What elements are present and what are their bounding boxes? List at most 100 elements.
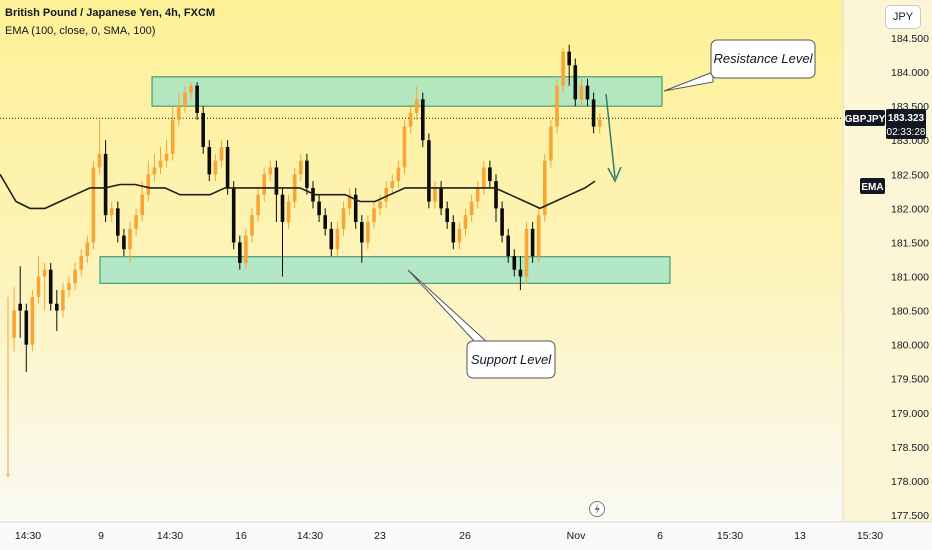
candle-body [323, 215, 327, 229]
support-callout[interactable]: Support Level [407, 269, 556, 379]
candle-body [445, 208, 449, 222]
candle-body [506, 235, 510, 257]
candle-body [122, 235, 126, 250]
indicator-legend[interactable]: EMA (100, close, 0, SMA, 100) [5, 25, 156, 37]
countdown-tag: 02:33:28 [887, 127, 926, 138]
candle-body [561, 51, 565, 86]
candle-body [183, 92, 187, 107]
candle-body [116, 208, 120, 236]
candle-body [48, 269, 53, 304]
symbol-tag-group: GBPJPY [845, 110, 886, 126]
candle-body [67, 283, 71, 291]
candle-body [396, 167, 401, 182]
candle-body [488, 167, 492, 182]
candle-body [543, 160, 547, 216]
time-tick-label: 15:30 [857, 530, 883, 542]
price-tag-group: 183.323 02:33:28 [886, 109, 926, 139]
candle-body [195, 85, 199, 113]
projection-arrow[interactable] [605, 93, 622, 183]
time-tick-label: 15:30 [717, 530, 743, 542]
price-axis-labels: 184.500184.000183.500183.000182.500182.0… [891, 33, 929, 522]
ema-tag-group: EMA [860, 178, 885, 194]
candle-body [18, 303, 22, 311]
resistance-zone[interactable] [151, 76, 663, 107]
candle-body [146, 174, 151, 195]
candle-body [61, 290, 65, 311]
candle-body [457, 228, 462, 243]
candle-body [317, 201, 321, 216]
candle-body [451, 221, 456, 243]
price-tick-label: 179.500 [891, 374, 929, 386]
candle-body [567, 51, 571, 66]
candle-body [140, 194, 144, 216]
support-zone[interactable] [99, 256, 671, 284]
symbol-tag-bg [845, 110, 885, 126]
candle-body [555, 85, 559, 127]
candle-body [482, 167, 486, 188]
candle-body [439, 187, 443, 209]
candle-body [286, 201, 291, 222]
candle-body [366, 221, 370, 243]
price-tick-label: 177.500 [891, 510, 929, 522]
projection-arrow-head [607, 166, 622, 183]
support-callout-box [466, 340, 556, 379]
currency-button[interactable]: JPY [885, 5, 921, 29]
resistance-callout[interactable]: Resistance Level [663, 39, 816, 92]
candle-body [103, 153, 108, 216]
price-tick-label: 184.500 [891, 33, 929, 45]
price-tick-label: 182.000 [891, 203, 929, 215]
candle-body [500, 208, 504, 236]
candle-body [372, 208, 376, 222]
candle-body [341, 208, 346, 229]
ema-line [0, 173, 596, 210]
candle-body [42, 269, 47, 277]
price-axis-panel [843, 0, 932, 522]
price-tick-label: 179.000 [891, 408, 929, 420]
candle-body [518, 269, 523, 277]
candle-body [299, 160, 303, 175]
candle-body [591, 99, 596, 127]
candle-body [549, 126, 553, 161]
candle-body [280, 194, 285, 222]
candle-body [384, 187, 388, 202]
candle-body [274, 167, 279, 195]
price-tick-label: 184.000 [891, 67, 929, 79]
candle-body [225, 147, 230, 188]
candle-body [36, 276, 41, 297]
support-callout-label: Support Level [471, 352, 552, 367]
price-tick-label: 182.500 [891, 169, 929, 181]
resistance-callout-box [710, 39, 816, 79]
candle-body [97, 153, 102, 168]
time-tick-label: 16 [235, 530, 247, 542]
candle-body [85, 242, 90, 257]
time-tick-label: 23 [374, 530, 386, 542]
price-tick-label: 180.000 [891, 340, 929, 352]
price-tag: 183.323 [888, 113, 925, 124]
time-tick-label: 14:30 [15, 530, 41, 542]
candle-body [402, 126, 407, 168]
candle-body [378, 201, 382, 209]
events-badge[interactable] [589, 501, 605, 517]
candle-body [469, 201, 474, 216]
candle-body [311, 187, 315, 202]
candle-body [219, 147, 224, 161]
candle-body [109, 208, 114, 216]
candle-body [164, 153, 169, 161]
candle-body [170, 119, 175, 154]
candle-body [91, 167, 96, 243]
candles-layer [6, 44, 602, 478]
symbol-tag: GBPJPY [845, 114, 886, 125]
candle-body [421, 99, 425, 141]
candle-body [73, 269, 77, 284]
time-tick-label: 14:30 [157, 530, 183, 542]
candle-body [360, 221, 364, 243]
candle-body [158, 160, 163, 168]
candle-body [207, 147, 212, 175]
candle-body [408, 112, 413, 127]
resistance-callout-pointer [663, 71, 714, 92]
candle-body [55, 303, 59, 311]
candle-body [530, 228, 535, 257]
candle-body [24, 310, 29, 345]
